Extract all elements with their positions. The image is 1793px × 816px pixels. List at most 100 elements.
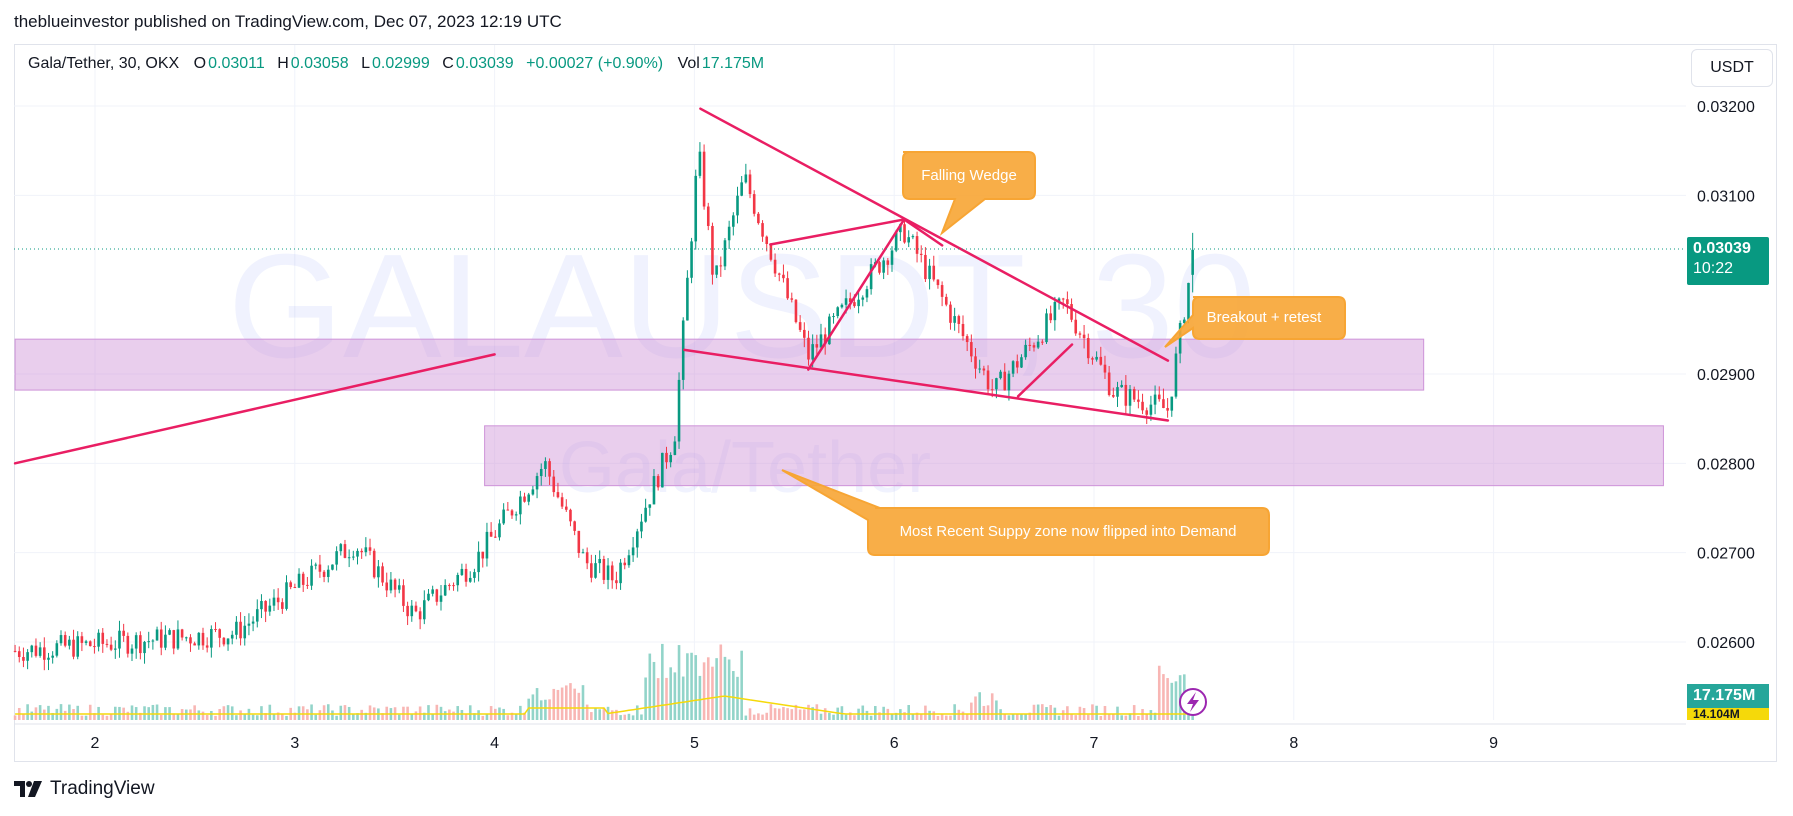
volume-bar [22,713,25,720]
candle-body [869,264,873,290]
volume-bar [427,705,430,720]
volume-bar [485,713,489,720]
volume-bar [381,713,384,720]
candle-body [443,585,447,596]
zone-rect [14,338,1425,391]
trendline[interactable] [13,353,496,465]
volume-bar [176,714,180,720]
time-axis[interactable]: 2 3 4 5 6 7 8 9 [14,723,1686,752]
candle-body [210,629,213,648]
candle-body [882,260,885,273]
candle-body [577,530,581,554]
candle-body [55,643,59,656]
candle-body [184,637,188,639]
volume-bar [301,706,305,720]
time-tick-label: 5 [690,735,699,752]
candle-body [590,563,593,578]
volume-bar [452,711,455,720]
candle-body [431,589,434,594]
candle-body [1095,356,1098,360]
candle-body [585,552,589,564]
volume-bar [314,714,318,720]
candle-body [326,569,330,577]
candle-body [47,657,50,660]
volume-bar [619,715,622,720]
volume-bar [255,715,259,720]
candle-body [544,461,547,469]
lightning-icon[interactable] [1179,688,1207,716]
trendline[interactable] [902,218,944,247]
volume-bar [869,715,873,720]
legend-symbol[interactable]: Gala/Tether, 30, OKX [28,55,180,72]
candle-body [372,550,376,578]
volume-bar [861,705,865,720]
volume-bar [1032,704,1036,720]
candle-body [364,547,368,553]
volume-bar [1057,715,1061,720]
volume-bar [794,704,798,720]
candle-body [978,368,981,370]
candle-body [1091,358,1094,360]
trendline[interactable] [1016,343,1074,398]
price-tick-label: 0.02900 [1697,367,1755,384]
candle-body [961,323,965,337]
candle-body [155,629,159,641]
volume-bar [260,706,263,720]
price-axis[interactable]: 0.03200 0.03100 0.02900 0.02800 0.02700 0.026… [1697,99,1755,652]
candle-body [1103,364,1107,373]
volume-bar [1124,715,1128,720]
candle-body [414,605,418,612]
volume-bar [1112,713,1115,720]
breakout-callout[interactable]: Breakout + retest [1164,296,1346,348]
candle-body [832,316,835,318]
candle-body [610,565,614,581]
trendline[interactable] [683,348,1170,422]
volume-bar [477,710,480,720]
candle-body [410,605,414,617]
trendline[interactable] [807,218,906,371]
candle-body [464,568,468,582]
candle-body [723,240,727,267]
volume-bar [874,706,877,720]
volume-bar [1007,715,1011,720]
candle-body [602,558,606,580]
volume-bar [1120,715,1123,720]
volume-bar [1074,715,1078,720]
candle-body [706,206,710,226]
volume-bar [285,715,288,720]
trendlines[interactable] [13,107,1170,465]
candle-body [1116,387,1119,397]
candle-body [539,468,543,477]
volume-bar [807,704,810,720]
volume-bar [343,705,347,720]
footer-logo[interactable]: TradingView [14,778,155,800]
candle-body [1178,322,1182,354]
falling-wedge-callout[interactable]: Falling Wedge [902,151,1036,237]
candle-body [924,254,927,280]
candle-body [159,629,163,648]
volume-bar [339,705,343,720]
candle-body [306,584,309,586]
candle-body [255,609,259,622]
currency-button[interactable]: USDT [1691,49,1773,87]
volume-ma-line [15,695,1193,715]
trendline[interactable] [769,218,906,246]
candle-body [736,195,739,216]
candle-body [30,645,34,653]
demand-callout[interactable]: Most Recent Suppy zone now flipped into … [781,469,1270,556]
candle-body [59,635,63,644]
candle-body [406,605,409,617]
candle-body [1061,298,1065,300]
candle-body [769,244,773,260]
volume-bar [828,712,831,720]
volume-bar [68,704,71,720]
candle-body [786,278,789,299]
candle-body [180,629,184,638]
volume-bar [364,712,368,720]
candle-body [857,299,860,307]
candle-body [381,566,384,583]
volume-bar [832,714,835,720]
candle-body [974,356,977,369]
trendline[interactable] [699,107,1170,362]
